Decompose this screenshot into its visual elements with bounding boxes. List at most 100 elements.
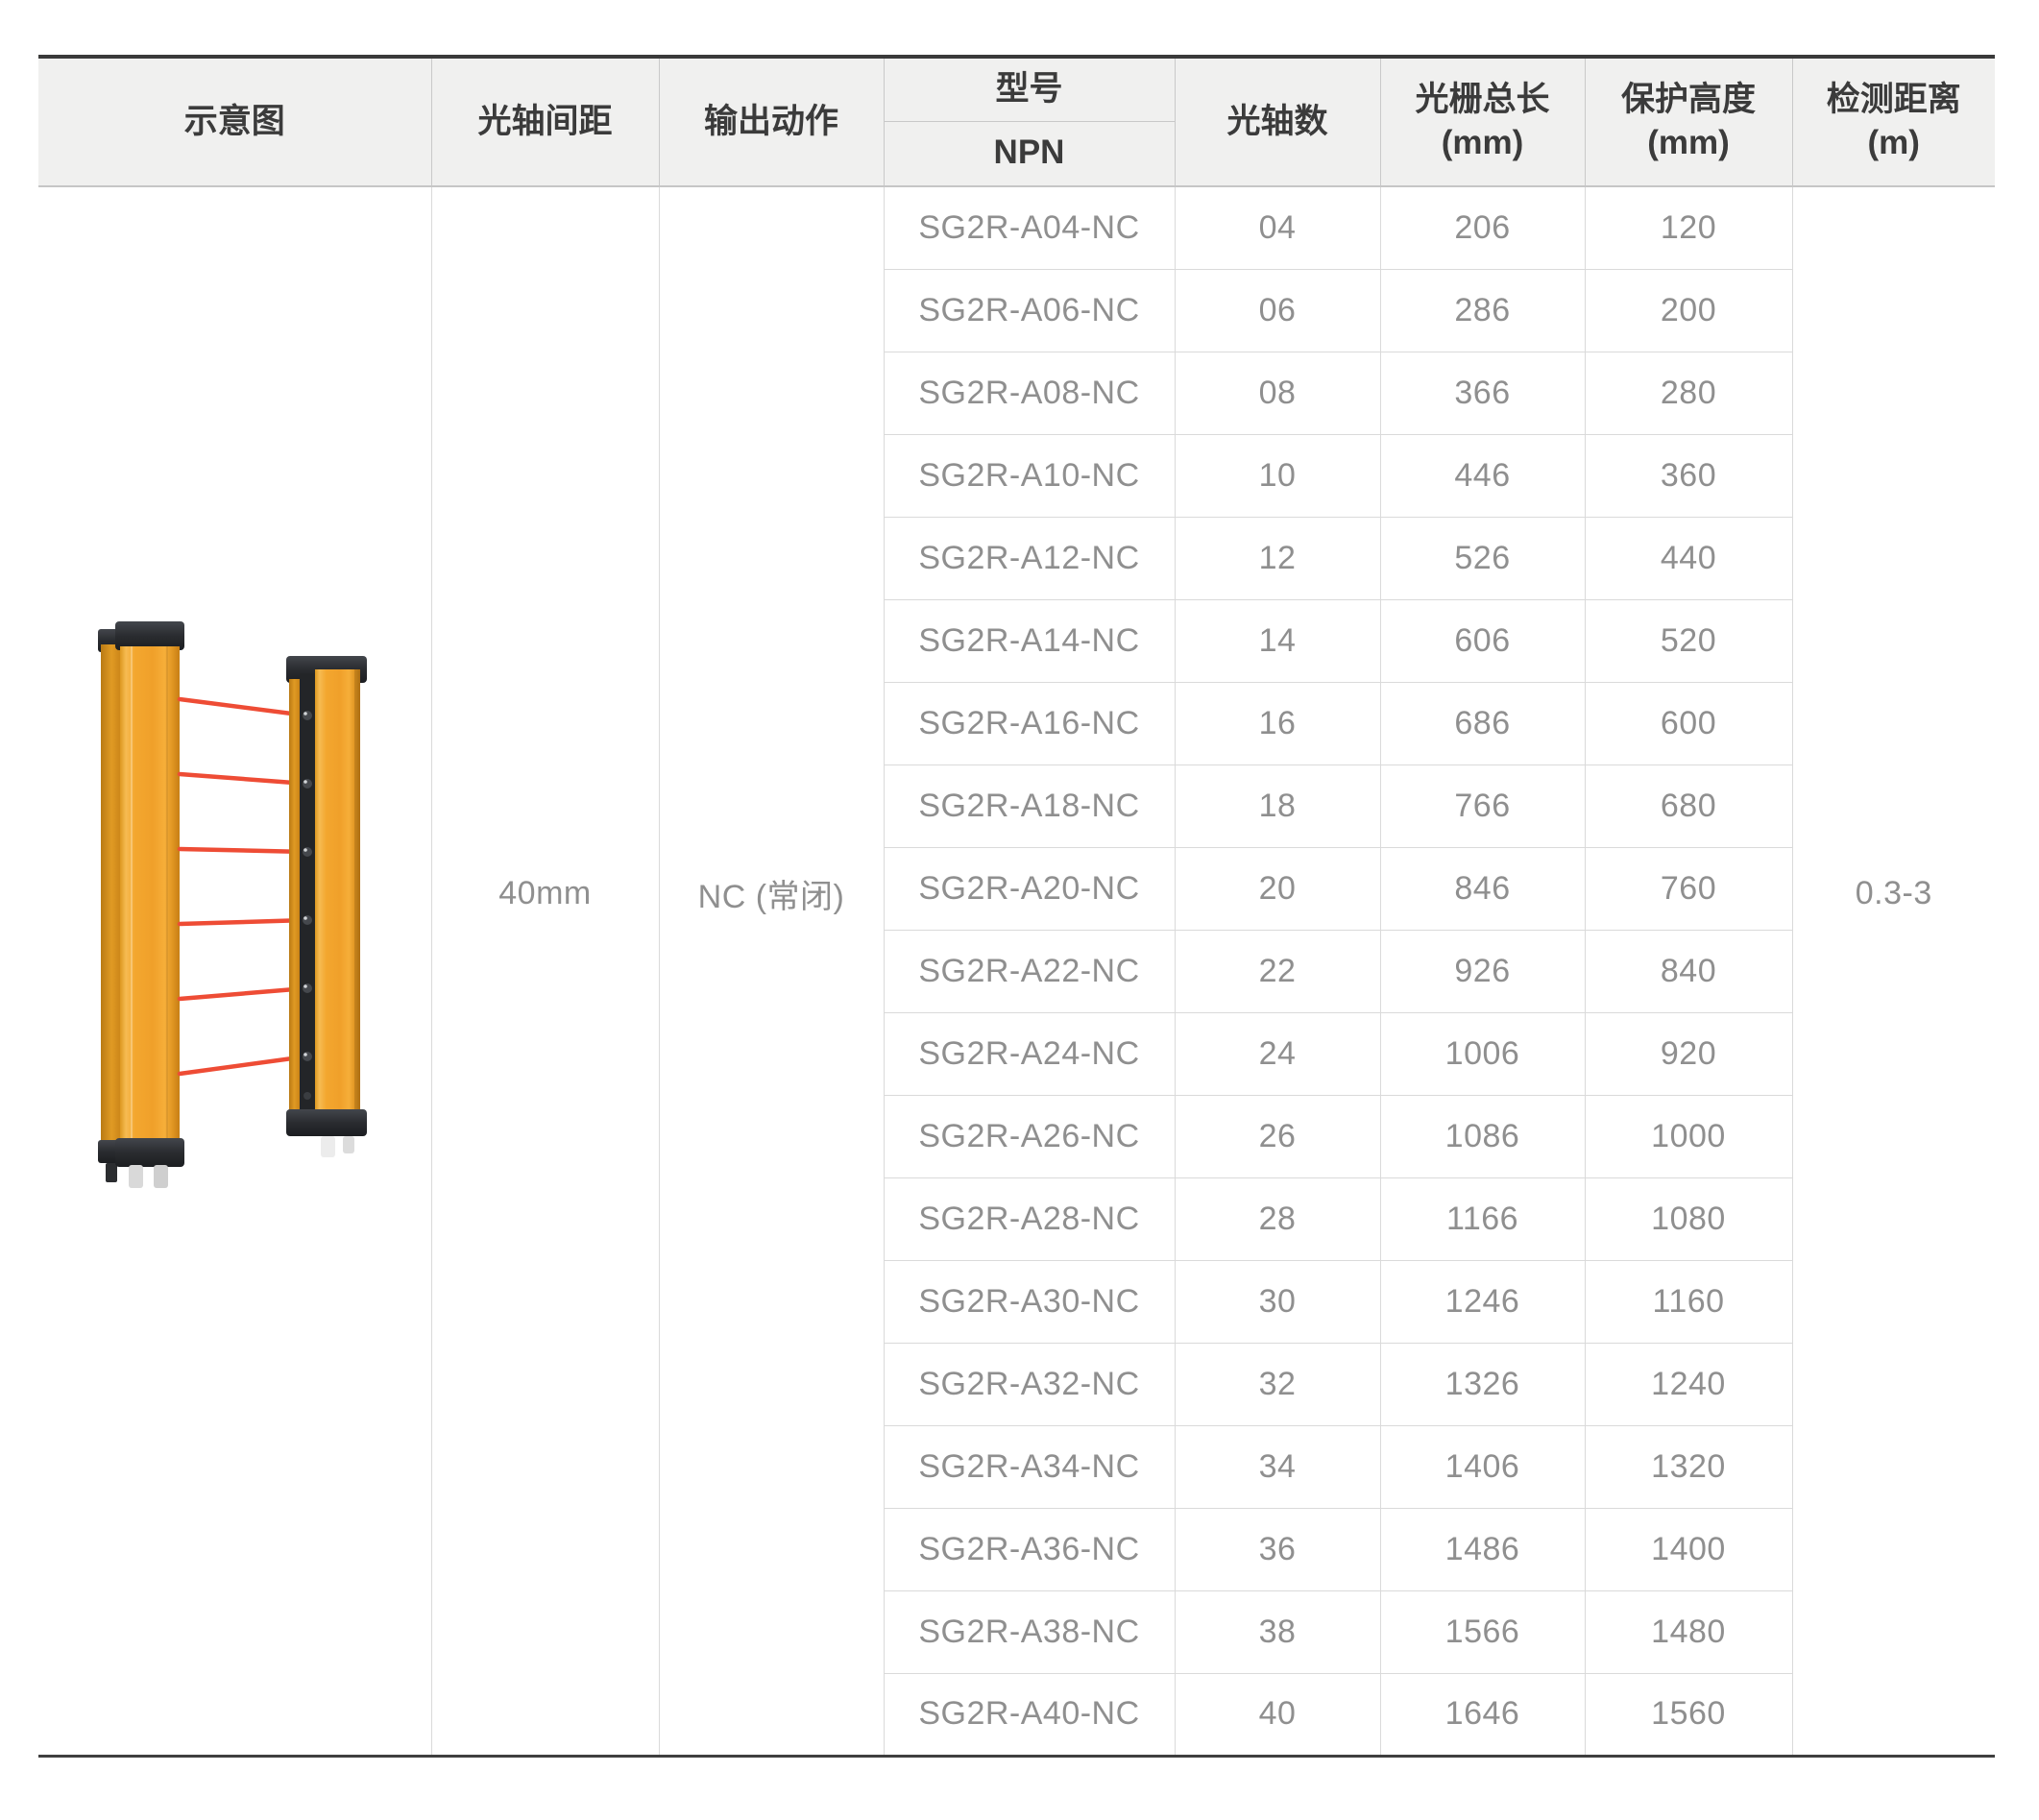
protect-height-cell: 1080 [1585,1177,1793,1261]
protect-height-cell: 280 [1585,352,1793,435]
table-row: SG2R-A08-NC 08 366 280 [38,352,1995,435]
beam-5 [178,985,309,1001]
header-detect-distance: 检测距离 (m) [1792,57,1995,187]
table-row: SG2R-A28-NC 28 1166 1080 [38,1177,1995,1261]
protect-height-cell: 1000 [1585,1095,1793,1178]
table-row: SG2R-A30-NC 30 1246 1160 [38,1260,1995,1344]
model-cell: SG2R-A20-NC [884,847,1176,931]
model-cell: SG2R-A18-NC [884,764,1176,848]
model-cell: SG2R-A40-NC [884,1673,1176,1756]
table-row: SG2R-A32-NC 32 1326 1240 [38,1343,1995,1426]
axis-count-cell: 38 [1175,1590,1381,1674]
axis-count-cell: 28 [1175,1177,1381,1261]
total-length-cell: 1246 [1380,1260,1586,1344]
total-length-cell: 766 [1380,764,1586,848]
table-row: SG2R-A34-NC 34 1406 1320 [38,1425,1995,1509]
beam-1 [178,696,309,717]
model-cell: SG2R-A22-NC [884,930,1176,1013]
total-length-cell: 1406 [1380,1425,1586,1509]
header-model: 型号 [884,57,1176,122]
emitter-bar [98,620,185,1188]
model-cell: SG2R-A28-NC [884,1177,1176,1261]
protect-height-cell: 120 [1585,186,1793,270]
diagram-cell [38,186,432,1756]
header-protect-height-title: 保护高度 [1620,81,1756,119]
total-length-cell: 606 [1380,599,1586,683]
protect-height-cell: 360 [1585,434,1793,518]
model-cell: SG2R-A32-NC [884,1343,1176,1426]
axis-count-cell: 30 [1175,1260,1381,1344]
model-cell: SG2R-A36-NC [884,1508,1176,1591]
header-total-length: 光栅总长 (mm) [1380,57,1586,187]
table-row: 40mm NC (常闭) SG2R-A04-NC 04 206 120 0.3-… [38,186,1995,1756]
total-length-cell: 366 [1380,352,1586,435]
header-total-length-unit: (mm) [1441,124,1524,161]
header-detect-distance-title: 检测距离 [1826,81,1961,119]
model-cell: SG2R-A08-NC [884,352,1176,435]
total-length-cell: 1486 [1380,1508,1586,1591]
beam-2 [178,771,309,786]
header-total-length-title: 光栅总长 [1415,81,1550,119]
output-action-cell: NC (常闭) [659,186,885,1756]
detect-distance-cell: 0.3-3 [1792,186,1995,1756]
table-row: SG2R-A16-NC 16 686 600 [38,682,1995,765]
axis-count-cell: 40 [1175,1673,1381,1756]
total-length-cell: 1566 [1380,1590,1586,1674]
table-row: SG2R-A38-NC 38 1566 1480 [38,1590,1995,1674]
header-axis-count: 光轴数 [1175,57,1381,187]
header-diagram: 示意图 [38,57,432,187]
axis-pitch-cell: 40mm [431,186,660,1756]
protect-height-cell: 1320 [1585,1425,1793,1509]
light-curtain-illustration [98,620,368,1188]
axis-count-cell: 34 [1175,1425,1381,1509]
protect-height-cell: 680 [1585,764,1793,848]
axis-count-cell: 14 [1175,599,1381,683]
table-row: SG2R-A14-NC 14 606 520 [38,599,1995,683]
total-length-cell: 1326 [1380,1343,1586,1426]
light-curtain-spec-table: 示意图 光轴间距 输出动作 型号 光轴数 光栅总长 (mm) 保护高度 (mm)… [38,55,1995,1758]
model-cell: SG2R-A34-NC [884,1425,1176,1509]
protect-height-cell: 1480 [1585,1590,1793,1674]
header-detect-distance-unit: (m) [1867,124,1920,161]
axis-count-cell: 22 [1175,930,1381,1013]
axis-count-cell: 18 [1175,764,1381,848]
total-length-cell: 446 [1380,434,1586,518]
total-length-cell: 1006 [1380,1012,1586,1096]
table-row: SG2R-A12-NC 12 526 440 [38,517,1995,600]
receiver-sensor-dots [303,710,313,1100]
total-length-cell: 1166 [1380,1177,1586,1261]
protect-height-cell: 760 [1585,847,1793,931]
axis-count-cell: 10 [1175,434,1381,518]
total-length-cell: 526 [1380,517,1586,600]
model-cell: SG2R-A10-NC [884,434,1176,518]
model-cell: SG2R-A30-NC [884,1260,1176,1344]
beam-6 [178,1054,309,1076]
total-length-cell: 1646 [1380,1673,1586,1756]
axis-count-cell: 12 [1175,517,1381,600]
total-length-cell: 286 [1380,269,1586,352]
protect-height-cell: 1160 [1585,1260,1793,1344]
axis-count-cell: 20 [1175,847,1381,931]
protect-height-cell: 520 [1585,599,1793,683]
table-row: SG2R-A20-NC 20 846 760 [38,847,1995,931]
table-body: 40mm NC (常闭) SG2R-A04-NC 04 206 120 0.3-… [38,186,1995,1756]
axis-count-cell: 04 [1175,186,1381,270]
total-length-cell: 206 [1380,186,1586,270]
beam-4 [178,917,309,926]
protect-height-cell: 1560 [1585,1673,1793,1756]
model-cell: SG2R-A16-NC [884,682,1176,765]
header-model-npn: NPN [884,121,1176,187]
table-row: SG2R-A18-NC 18 766 680 [38,764,1995,848]
table-row: SG2R-A24-NC 24 1006 920 [38,1012,1995,1096]
protect-height-cell: 920 [1585,1012,1793,1096]
header-axis-pitch: 光轴间距 [431,57,660,187]
model-cell: SG2R-A14-NC [884,599,1176,683]
axis-count-cell: 32 [1175,1343,1381,1426]
protect-height-cell: 600 [1585,682,1793,765]
total-length-cell: 686 [1380,682,1586,765]
protect-height-cell: 200 [1585,269,1793,352]
table-row: SG2R-A10-NC 10 446 360 [38,434,1995,518]
table-row: SG2R-A36-NC 36 1486 1400 [38,1508,1995,1591]
receiver-bar [286,655,368,1157]
model-cell: SG2R-A24-NC [884,1012,1176,1096]
